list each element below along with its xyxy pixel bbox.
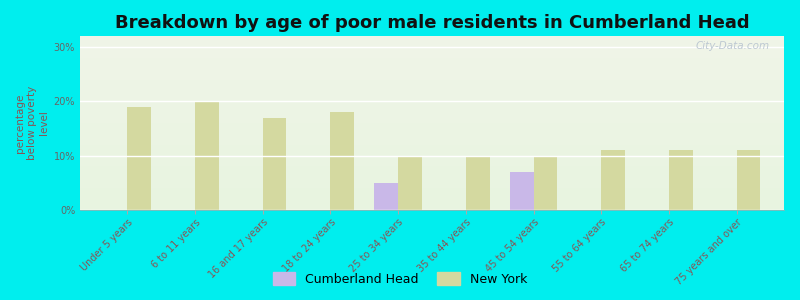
- Bar: [466, 156, 490, 210]
- Bar: [398, 156, 422, 210]
- Bar: [330, 112, 354, 210]
- Bar: [195, 101, 218, 210]
- Y-axis label: percentage
below poverty
level: percentage below poverty level: [14, 86, 50, 160]
- Legend: Cumberland Head, New York: Cumberland Head, New York: [268, 267, 532, 291]
- Bar: [669, 150, 693, 210]
- Bar: [374, 183, 398, 210]
- Text: City-Data.com: City-Data.com: [696, 41, 770, 51]
- Bar: [262, 118, 286, 210]
- Title: Breakdown by age of poor male residents in Cumberland Head: Breakdown by age of poor male residents …: [114, 14, 750, 32]
- Bar: [534, 156, 558, 210]
- Bar: [602, 150, 625, 210]
- Bar: [737, 150, 760, 210]
- Bar: [127, 107, 151, 210]
- Bar: [510, 172, 534, 210]
